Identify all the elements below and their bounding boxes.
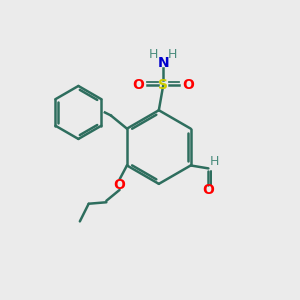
Text: H: H	[168, 48, 177, 62]
Text: O: O	[202, 184, 214, 197]
Text: O: O	[133, 78, 145, 92]
Text: O: O	[182, 78, 194, 92]
Text: O: O	[114, 178, 125, 192]
Text: H: H	[210, 154, 220, 167]
Text: N: N	[158, 56, 169, 70]
Text: H: H	[149, 48, 158, 62]
Text: S: S	[158, 78, 168, 92]
